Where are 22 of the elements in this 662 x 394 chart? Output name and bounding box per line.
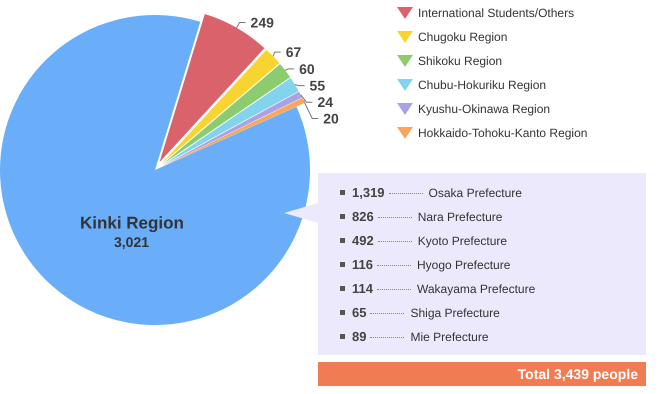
text: 826 Nara Prefecture [352, 209, 502, 224]
text: 1,319 Osaka Prefecture [352, 185, 522, 200]
data-label: 20 [323, 110, 340, 127]
legend-label: Chugoku Region [418, 30, 508, 44]
data-label: 24 [317, 94, 334, 110]
data-label: 249 [250, 14, 274, 31]
text: 65 Shiga Prefecture [352, 305, 500, 320]
slice-label: Kinki Region [80, 214, 184, 232]
legend-label: Shikoku Region [418, 54, 502, 68]
legend-label: Kyushu-Okinawa Region [418, 102, 550, 116]
text: 116 Hyogo Prefecture [352, 257, 510, 272]
data-label: 3,021 [114, 234, 150, 250]
legend-label: Hokkaido-Tohoku-Kanto Region [418, 126, 588, 140]
data-label: 60 [299, 60, 315, 77]
text: 114 Wakayama Prefecture [352, 281, 536, 296]
data-label: 55 [310, 78, 326, 94]
text: Total 3,439 people [318, 362, 646, 386]
legend-label: Chubu-Hokuriku Region [418, 78, 546, 92]
text: 492 Kyoto Prefecture [352, 233, 508, 248]
data-label: 67 [286, 44, 302, 60]
legend-label: International Students/Others [418, 6, 574, 20]
text: 89 Mie Prefecture [352, 329, 488, 344]
